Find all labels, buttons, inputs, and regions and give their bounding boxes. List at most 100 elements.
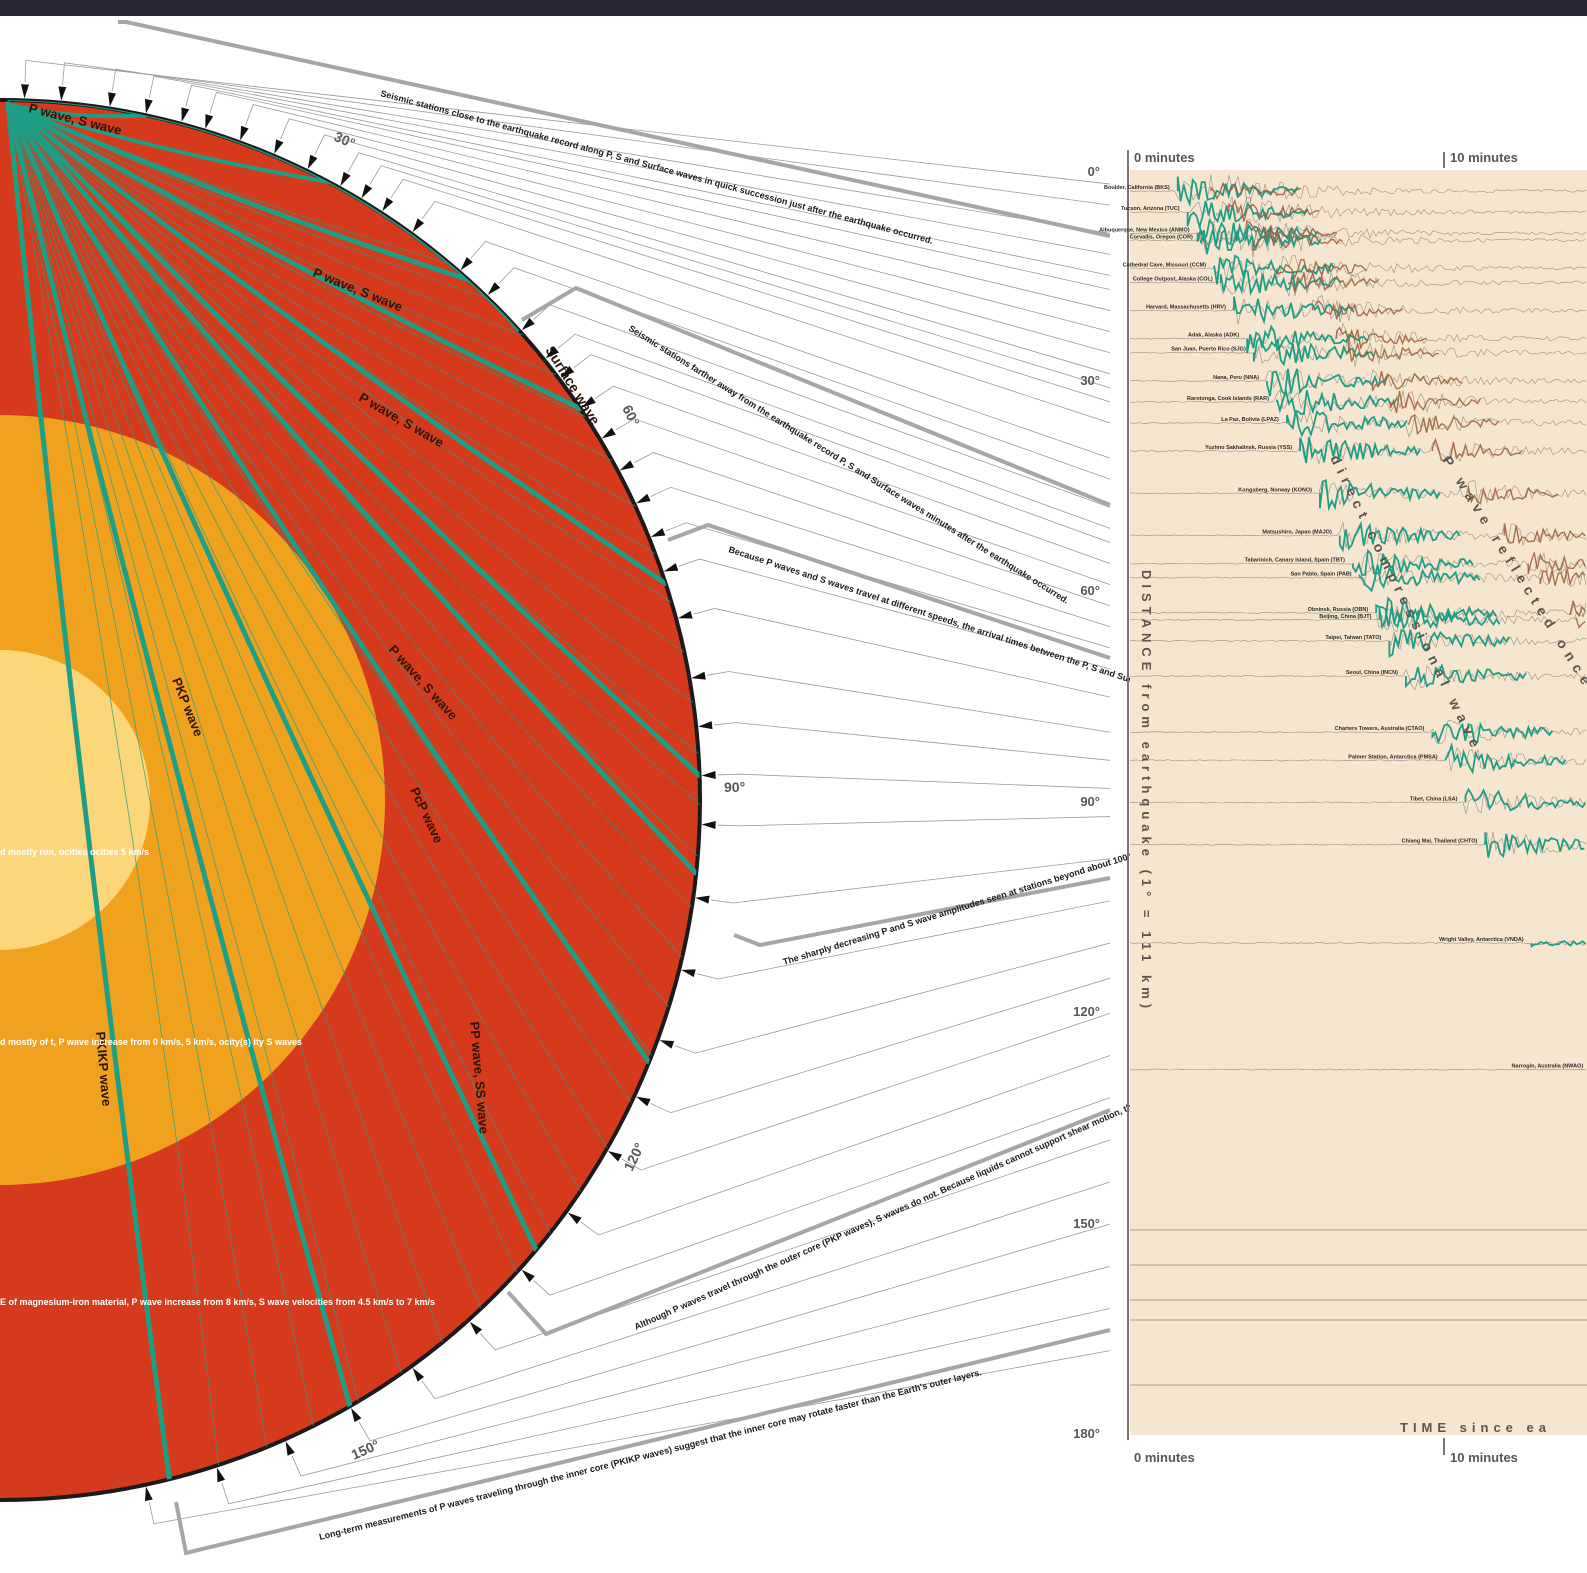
station-marker xyxy=(545,346,559,359)
station-label: Obninsk, Russia (OBN) xyxy=(1308,607,1369,613)
station-marker xyxy=(382,197,394,212)
main-ray-path xyxy=(5,101,353,1409)
bracket-outer-core xyxy=(733,876,1111,948)
trace-s-arrival xyxy=(1539,568,1586,587)
seismogram-panel: 0 minutes 10 minutes 0 minutes 10 minute… xyxy=(1073,150,1587,1465)
station-marker xyxy=(181,107,190,122)
bracket-pkp xyxy=(506,1108,1111,1337)
distance-tick-0: 0° xyxy=(1088,164,1100,179)
station-marker xyxy=(144,1486,153,1502)
trace-p-arrival xyxy=(1404,663,1527,689)
thin-ray-path xyxy=(7,103,693,908)
earth-cross-section xyxy=(0,98,702,1502)
thin-ray-path xyxy=(7,103,443,1343)
station-marker xyxy=(619,460,635,471)
station-leader-line xyxy=(209,91,1111,290)
trace-baseline xyxy=(1130,607,1587,633)
trace-s-arrival xyxy=(1371,370,1463,392)
trace-baseline xyxy=(1130,566,1587,587)
main-ray-path xyxy=(5,101,583,412)
station-leader-line xyxy=(557,333,1111,529)
station-leader-line xyxy=(533,1097,1111,1296)
station-label: Boulder, California (BKS) xyxy=(1104,185,1170,191)
trace-p-arrival xyxy=(1186,200,1309,231)
trace-s-arrival xyxy=(1228,198,1319,222)
annotation-brackets xyxy=(118,20,1111,1556)
station-label: Yuzhno Sakhalinsk, Russia (YSS) xyxy=(1205,445,1292,451)
station-label: Chiang Mai, Thailand (CHTO) xyxy=(1402,839,1478,845)
trace-baseline xyxy=(1130,521,1587,549)
station-leader-line xyxy=(470,241,1111,459)
station-leader-line xyxy=(710,858,1111,904)
station-marker xyxy=(659,1040,675,1049)
thin-ray-path xyxy=(7,103,632,1103)
station-label: San Pablo, Spain (PAB) xyxy=(1291,572,1352,578)
station-label: Harvard, Massachusetts (HRV) xyxy=(1146,305,1226,311)
station-leader-line xyxy=(633,452,1111,607)
trace-s-arrival xyxy=(1347,341,1439,363)
distance-tick-180: 180° xyxy=(1073,1426,1100,1441)
station-leader-line xyxy=(573,354,1111,543)
time-label-0-bottom: 0 minutes xyxy=(1134,1450,1195,1465)
trace-p-arrival xyxy=(1484,832,1585,859)
trace-p-arrival xyxy=(1276,387,1398,415)
station-leader-line xyxy=(421,200,1111,424)
side-note-upper: d mostly ron, ocities ocities 5 km/s xyxy=(0,847,149,857)
station-marker xyxy=(698,721,713,730)
trace-p-arrival xyxy=(1444,741,1567,775)
station-leader-line xyxy=(369,165,1111,389)
main-ray-path xyxy=(5,101,699,876)
station-leader-line xyxy=(650,486,1111,628)
station-leader-line xyxy=(111,68,1111,234)
trace-s-arrival xyxy=(1569,600,1586,618)
side-note-lower: E of magnesium-iron material, P wave inc… xyxy=(0,1297,435,1307)
station-label: Beijing, China (BJT) xyxy=(1319,614,1371,620)
annotation-close-stations: Seismic stations close to the earthquake… xyxy=(379,88,934,246)
trace-p-arrival xyxy=(1352,548,1474,576)
station-marker xyxy=(701,820,716,829)
annotation-inner-core: Long-term measurements of P waves travel… xyxy=(318,1367,983,1542)
station-marker xyxy=(108,92,116,107)
ray-label-pkikp: PKIKP wave xyxy=(93,1031,114,1107)
station-marker xyxy=(205,114,214,129)
trace-baseline xyxy=(1130,254,1587,282)
angle-mark-90: 90° xyxy=(724,779,745,795)
angle-mark-30: 30° xyxy=(332,128,358,151)
station-leader-line xyxy=(678,558,1111,670)
thin-ray-path xyxy=(7,103,268,1448)
trace-s-arrival xyxy=(1527,552,1586,575)
station-leader-line xyxy=(717,773,1111,789)
station-leader-line xyxy=(24,60,1111,185)
station-label: Kongsberg, Norway (KONO) xyxy=(1238,487,1312,493)
station-marker xyxy=(216,1467,226,1483)
station-marker xyxy=(469,1321,483,1335)
station-label: Tabarinich, Canary Island, Spain (TBT) xyxy=(1245,558,1346,564)
station-leader-line xyxy=(595,385,1111,564)
seismogram-traces xyxy=(1130,174,1587,1386)
trace-baseline xyxy=(1130,225,1587,258)
distance-tick-30: 30° xyxy=(1080,373,1100,388)
thin-ray-path xyxy=(7,103,608,1149)
station-marker xyxy=(412,218,425,233)
trace-baseline xyxy=(1130,832,1587,854)
main-ray-path xyxy=(6,102,331,184)
station-leader-line xyxy=(421,1181,1111,1400)
trace-s-arrival xyxy=(1276,258,1368,280)
trace-s-arrival xyxy=(1467,486,1559,505)
station-label: Narrogin, Australia (NWAO) xyxy=(1512,1064,1584,1070)
station-marker xyxy=(361,184,373,199)
station-leader-line xyxy=(221,1308,1111,1505)
station-marker xyxy=(521,1269,535,1283)
trace-p-arrival xyxy=(1530,940,1587,948)
station-marker xyxy=(567,1212,582,1225)
main-ray-path xyxy=(5,101,700,779)
thin-ray-path xyxy=(7,103,683,958)
station-marker xyxy=(460,257,473,271)
station-leader-line xyxy=(580,1055,1111,1236)
annotation-far-stations: Seismic stations farther away from the e… xyxy=(627,323,1071,605)
main-ray-path xyxy=(5,101,669,587)
trace-s-arrival xyxy=(1431,437,1523,462)
station-marker xyxy=(650,528,666,538)
trace-p-arrival xyxy=(1338,520,1461,553)
